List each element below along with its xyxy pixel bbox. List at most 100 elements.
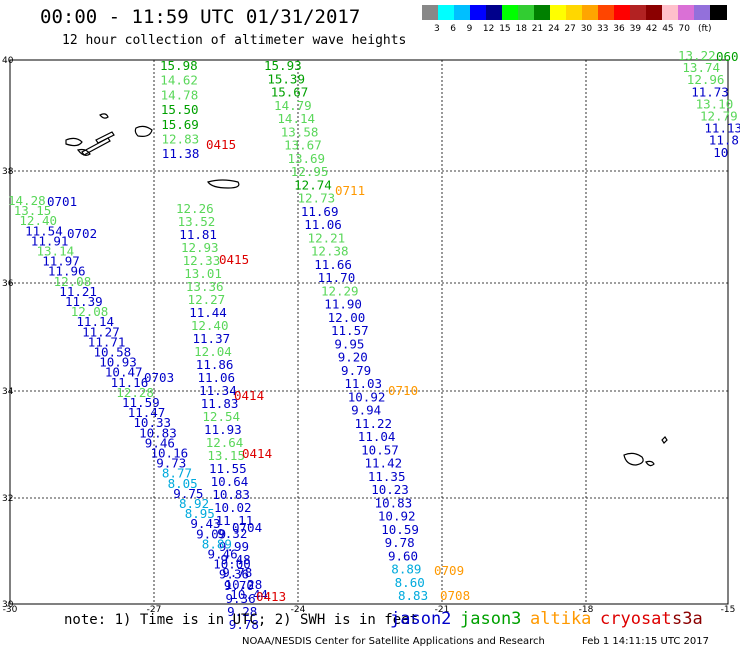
wave-height-track2: 9.95 [334, 336, 364, 351]
wave-height-track2: 11.06 [304, 217, 342, 232]
color-scale-label: 42 [645, 24, 658, 34]
wave-height-track2: 10.92 [378, 509, 416, 524]
legend-jason2: jason2 [390, 609, 452, 629]
islands [65, 113, 668, 467]
island-canary-3 [661, 436, 668, 444]
pass-time-label: 060 [716, 49, 739, 64]
wave-height-track3: 9.70 [224, 578, 254, 593]
wave-height-track2: 11.90 [324, 297, 362, 312]
wave-height-track1: 15.69 [161, 117, 199, 132]
wave-height-track3: 12.93 [181, 240, 219, 255]
wave-height-track4: 8.95 [185, 506, 215, 521]
wave-height-track3: 11.55 [209, 461, 247, 476]
wave-height-track2: 12.38 [311, 244, 349, 259]
wave-height-track3: 12.64 [206, 435, 244, 450]
lon-label: -15 [721, 605, 736, 615]
wave-height-track2: 12.73 [298, 191, 336, 206]
wave-height-track5: 12.79 [700, 109, 738, 124]
wave-height-track4: 13.14 [37, 244, 75, 259]
wave-height-track5: 11.8 [709, 133, 739, 148]
wave-height-track4: 10.28 [225, 577, 263, 592]
wave-height-track3: 10.83 [212, 487, 250, 502]
wave-height-track3: 13.01 [184, 266, 222, 281]
color-scale-label: 45 [662, 24, 674, 34]
wave-height-track2: 9.79 [341, 363, 371, 378]
lon-label: -21 [435, 605, 450, 615]
wave-height-track2: 9.20 [338, 350, 368, 365]
wave-height-track4: 10.33 [133, 415, 171, 430]
wave-height-track2: 8.89 [391, 562, 421, 577]
wave-height-track5: 10 [713, 145, 728, 160]
wave-height-track1: 15.98 [160, 58, 198, 73]
wave-height-track2: 10.23 [371, 482, 409, 497]
wave-height-track4: 12.08 [54, 274, 92, 289]
wave-height-track2: 8.60 [395, 575, 425, 590]
wave-height-track2: 9.94 [351, 403, 381, 418]
lat-label: 36 [2, 279, 14, 289]
map-grid [9, 59, 729, 605]
pass-time-label: 0708 [440, 588, 470, 603]
wave-height-track2: 14.14 [277, 111, 315, 126]
wave-height-track4: 11.39 [65, 294, 103, 309]
wave-height-track3: 13.52 [178, 214, 216, 229]
legend-jason3: jason3 [460, 609, 522, 629]
wave-height-track2: 12.29 [321, 283, 359, 298]
wave-height-track2: 11.57 [331, 323, 369, 338]
pass-time-label: 0709 [434, 563, 464, 578]
lat-label: 32 [2, 494, 13, 504]
island-azores-6 [99, 113, 109, 119]
wave-height-track3: 13.36 [186, 279, 224, 294]
wave-height-track4: 12.40 [19, 213, 57, 228]
color-scale-label: 33 [597, 24, 609, 34]
pass-time-label: 0701 [47, 194, 77, 209]
pass-time-label: 0711 [335, 183, 365, 198]
color-scale-label: 39 [629, 24, 642, 34]
color-swatch [438, 5, 455, 20]
pass-time-label: 0414 [234, 388, 264, 403]
wave-height-track3: 11.83 [201, 396, 239, 411]
map-frame [9, 59, 729, 605]
color-swatch [454, 5, 471, 20]
wave-height-track4: 9.75 [173, 486, 203, 501]
wave-height-track2: 10.92 [348, 389, 386, 404]
wave-height-track2: 13.67 [284, 138, 322, 153]
wave-height-track3: 11.93 [204, 422, 242, 437]
color-swatch [614, 5, 631, 20]
wave-height-track5: 13.74 [682, 60, 720, 75]
wave-height-track2: 11.22 [354, 416, 392, 431]
wave-height-track5: 13.10 [696, 96, 734, 111]
wave-height-track3: 11.37 [193, 331, 231, 346]
lat-label: 30 [2, 600, 14, 610]
color-swatch [422, 5, 439, 20]
wave-height-track2: 15.39 [267, 71, 305, 86]
wave-height-track3: 9.48 [221, 552, 251, 567]
color-swatch [518, 5, 535, 20]
lat-label: 38 [2, 167, 14, 177]
wave-height-track4: 9.09 [196, 526, 226, 541]
wave-height-track4: 11.21 [59, 284, 97, 299]
wave-height-track4: 9.43 [190, 516, 220, 531]
wave-height-track5: 11.73 [691, 84, 729, 99]
map-title: 00:00 - 11:59 UTC 01/31/2017 [40, 6, 361, 28]
wave-height-track3: 11.86 [196, 357, 234, 372]
wave-height-track3: 12.26 [176, 201, 214, 216]
lon-label: -27 [147, 605, 162, 615]
wave-height-track3: 12.40 [191, 318, 229, 333]
wave-height-track3: 9.78 [222, 565, 252, 580]
pass-time-label: 0710 [388, 383, 418, 398]
wave-height-track5: 12.96 [687, 72, 725, 87]
wave-height-track2: 11.69 [301, 204, 339, 219]
wave-height-track2: 15.93 [264, 58, 302, 73]
color-swatch [662, 5, 679, 20]
island-madeira [207, 179, 240, 189]
color-swatch [710, 5, 727, 20]
wave-height-track4: 11.71 [88, 334, 126, 349]
pass-time-label: 0415 [206, 137, 236, 152]
wave-height-track4: 11.16 [111, 375, 149, 390]
lon-label: -18 [579, 605, 594, 615]
island-azores-5 [134, 125, 153, 137]
pass-times: 0415 0711 0701 0702 0415 0703 0710 0414 0414 0704… [47, 49, 739, 604]
wave-height-track4: 11.59 [122, 395, 160, 410]
wave-height-track3: 11.34 [199, 383, 237, 398]
